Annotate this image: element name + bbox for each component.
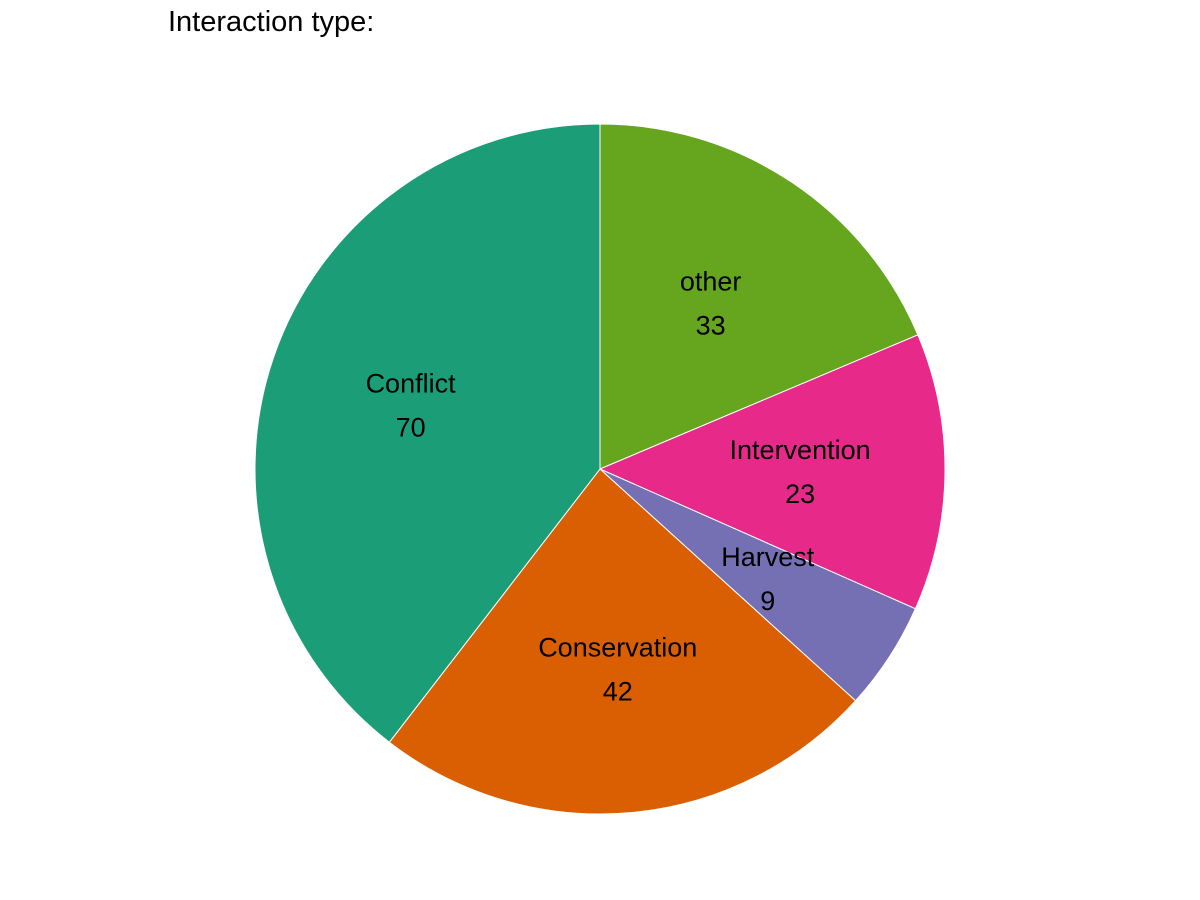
slice-value-harvest: 9 [760,586,775,616]
slice-label-harvest: Harvest [721,542,815,572]
pie-slice-intervention [598,334,946,610]
pie-slice-other [599,123,919,470]
slice-label-intervention: Intervention [730,435,871,465]
pie-slices [254,123,946,815]
slice-label-conflict: Conflict [366,368,457,398]
pie-slice-conservation [388,468,857,815]
slice-value-other: 33 [696,310,726,340]
slice-value-intervention: 23 [785,479,815,509]
slice-label-conservation: Conservation [538,632,697,662]
chart-title: Interaction type: [168,6,375,38]
pie-labels: other 33 Intervention 23 Harvest 9 Conservatio… [366,266,871,706]
slice-value-conservation: 42 [603,676,633,706]
slice-value-conflict: 70 [396,412,426,442]
pie-slice-conflict [254,123,601,743]
slice-label-other: other [680,266,742,296]
